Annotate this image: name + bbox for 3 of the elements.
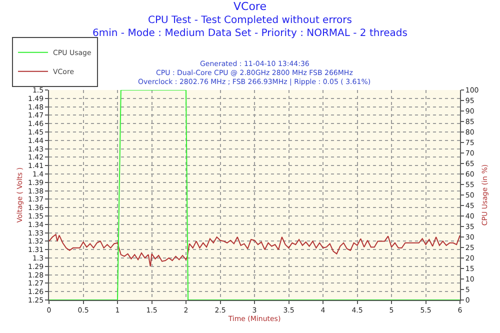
line-series [49, 234, 460, 267]
chart-title: VCore [234, 0, 267, 13]
chart-subtitle: CPU Test - Test Completed without errors 6min - Mode : Medium Data Set - Priority : NORMAL - 2 threads [92, 14, 408, 39]
